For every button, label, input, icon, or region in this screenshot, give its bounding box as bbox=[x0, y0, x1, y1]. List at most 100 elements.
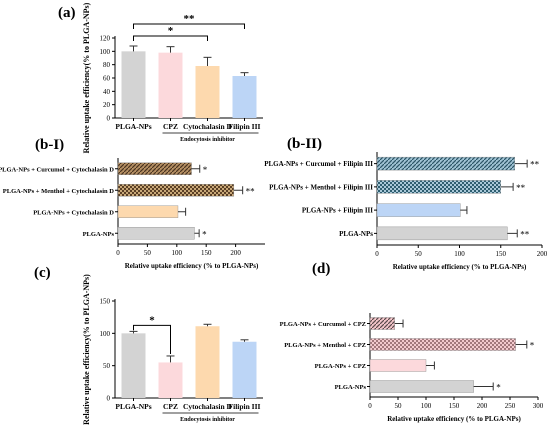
significance-label: * bbox=[168, 25, 174, 37]
bar bbox=[376, 226, 508, 241]
x-tick-label: 50 bbox=[144, 249, 152, 257]
bar bbox=[117, 205, 179, 218]
bar bbox=[195, 66, 220, 118]
chart-a: 0 20 40 60 80 100 120 PLGA-NPs CPZ Cytochalasin D… bbox=[82, 2, 263, 153]
x-tick-label: 200 bbox=[537, 250, 548, 258]
x-tick-label: CPZ bbox=[163, 122, 178, 131]
bar bbox=[117, 162, 192, 175]
x-tick-label: PLGA-NPs bbox=[115, 402, 151, 411]
bar bbox=[369, 359, 427, 372]
y-tick-label: 80 bbox=[103, 61, 111, 69]
significance-label: * bbox=[203, 165, 208, 175]
y-tick-label: 60 bbox=[103, 75, 111, 83]
x-tick-label: CPZ bbox=[163, 402, 178, 411]
bar bbox=[376, 180, 501, 194]
panel-label-d: (d) bbox=[312, 261, 330, 277]
panel-label-a: (a) bbox=[58, 5, 76, 21]
y-tick-label: 100 bbox=[100, 330, 111, 338]
significance-label: ** bbox=[516, 183, 526, 193]
x-tick-label: 0 bbox=[116, 249, 120, 257]
bar bbox=[121, 333, 146, 398]
y-tick-label: 50 bbox=[103, 362, 111, 370]
chart-c: 0 50 100 150 PLGA-NPs CPZ Cytochalasin DFilipi… bbox=[82, 274, 263, 425]
x-axis-label: Relative uptake efficiency (% to PLGA-NP… bbox=[125, 262, 259, 270]
significance-label: ** bbox=[530, 160, 540, 170]
bar bbox=[376, 203, 461, 217]
x-tick-label: 150 bbox=[201, 249, 212, 257]
bar bbox=[369, 317, 395, 330]
bar bbox=[117, 227, 195, 240]
x-tick-label: Filipin III bbox=[229, 402, 261, 411]
bar bbox=[232, 76, 257, 118]
significance-label: * bbox=[496, 383, 501, 393]
panel-label-b1: (b-I) bbox=[35, 137, 64, 153]
significance-label: * bbox=[530, 341, 535, 351]
chart-b1: 0 50 100 150 200 PLGA-NPs + Curcumol + Cytoch… bbox=[0, 158, 265, 270]
x-tick-label: PLGA-NPs bbox=[115, 122, 151, 131]
y-tick-label: PLGA-NPs + Cytochalasin D bbox=[33, 209, 114, 216]
x-tick-label: 200 bbox=[477, 402, 488, 410]
x-tick-label: 100 bbox=[172, 249, 183, 257]
charts-container: 0 20 40 60 80 100 120 PLGA-NPs CPZ Cytochalasin D… bbox=[0, 2, 548, 424]
significance-label: ** bbox=[184, 13, 196, 25]
x-axis-label: Relative uptake efficiency (% to PLGA-NP… bbox=[393, 263, 527, 271]
significance-label: ** bbox=[246, 186, 256, 196]
y-tick-label: PLGA-NPs + CPZ bbox=[315, 363, 366, 370]
x-tick-label: 150 bbox=[449, 402, 460, 410]
y-tick-label: PLGA-NPs + Curcumol + Filipin III bbox=[264, 160, 373, 168]
x-tick-label: Cytochalasin D bbox=[183, 122, 233, 131]
y-tick-label: PLGA-NPs + Menthol + CPZ bbox=[284, 342, 366, 349]
x-tick-label: 0 bbox=[375, 250, 379, 258]
y-tick-label: 100 bbox=[100, 48, 111, 56]
significance-label: * bbox=[149, 314, 155, 326]
y-tick-label: 120 bbox=[100, 35, 111, 43]
y-axis-label: Relative uptake efficiency(% to PLGA-NPs… bbox=[82, 2, 91, 153]
y-tick-label: PLGA-NPs + Menthol + Filipin III bbox=[269, 183, 373, 191]
x-axis-label: Endocytosis inhibitor bbox=[180, 137, 235, 143]
panel-label-b2: (b-II) bbox=[287, 136, 322, 152]
x-tick-label: 200 bbox=[230, 249, 241, 257]
y-axis-label: Relative uptake efficiency(% to PLGA-NPs… bbox=[82, 274, 91, 425]
y-tick-label: 40 bbox=[103, 88, 111, 96]
x-tick-label: 150 bbox=[496, 250, 507, 258]
chart-d: 0 50 100 150 200 250 300 PLGA-NPs + Curcumol + … bbox=[280, 313, 544, 423]
bar bbox=[195, 326, 220, 398]
bar bbox=[232, 341, 257, 398]
x-axis-label: Relative uptake efficiency (% to PLGA-NP… bbox=[387, 415, 521, 423]
chart-b2: 0 50 100 150 200 PLGA-NPs + Curcumol + Filipi… bbox=[264, 152, 548, 271]
bar bbox=[369, 380, 474, 393]
significance-bracket bbox=[133, 35, 208, 41]
x-tick-label: 0 bbox=[368, 402, 372, 410]
significance-label: ** bbox=[520, 229, 530, 239]
x-tick-label: 50 bbox=[395, 402, 403, 410]
bar bbox=[121, 51, 146, 119]
y-tick-label: 0 bbox=[107, 395, 111, 403]
x-tick-label: 250 bbox=[505, 402, 516, 410]
bar bbox=[376, 156, 515, 171]
y-tick-label: PLGA-NPs bbox=[339, 230, 373, 238]
y-tick-label: PLGA-NPs + Filipin III bbox=[302, 207, 373, 215]
bar bbox=[369, 338, 516, 351]
y-tick-label: PLGA-NPs + Curcumol + Cytochalasin D bbox=[0, 166, 114, 173]
significance-label: * bbox=[202, 229, 207, 239]
significance-bracket bbox=[133, 23, 245, 29]
y-tick-label: PLGA-NPs + Curcumol + CPZ bbox=[280, 321, 366, 328]
x-tick-label: Cytochalasin D bbox=[183, 402, 233, 411]
x-tick-label: 300 bbox=[533, 402, 544, 410]
y-tick-label: 150 bbox=[100, 298, 111, 306]
x-tick-label: 100 bbox=[421, 402, 432, 410]
x-tick-label: Filipin III bbox=[229, 122, 261, 131]
bar bbox=[158, 52, 183, 118]
x-tick-label: 50 bbox=[415, 250, 423, 258]
y-tick-label: PLGA-NPs + Menthol + Cytochalasin D bbox=[3, 188, 115, 195]
bar bbox=[158, 362, 183, 398]
panel-label-c: (c) bbox=[34, 265, 51, 281]
y-tick-label: 20 bbox=[103, 101, 111, 109]
x-axis-label: Endocytosis inhibitor bbox=[180, 417, 235, 423]
y-tick-label: 0 bbox=[107, 115, 111, 123]
y-tick-label: PLGA-NPs bbox=[83, 231, 115, 238]
y-tick-label: PLGA-NPs bbox=[335, 384, 367, 391]
bar bbox=[117, 184, 235, 197]
x-tick-label: 100 bbox=[454, 250, 465, 258]
